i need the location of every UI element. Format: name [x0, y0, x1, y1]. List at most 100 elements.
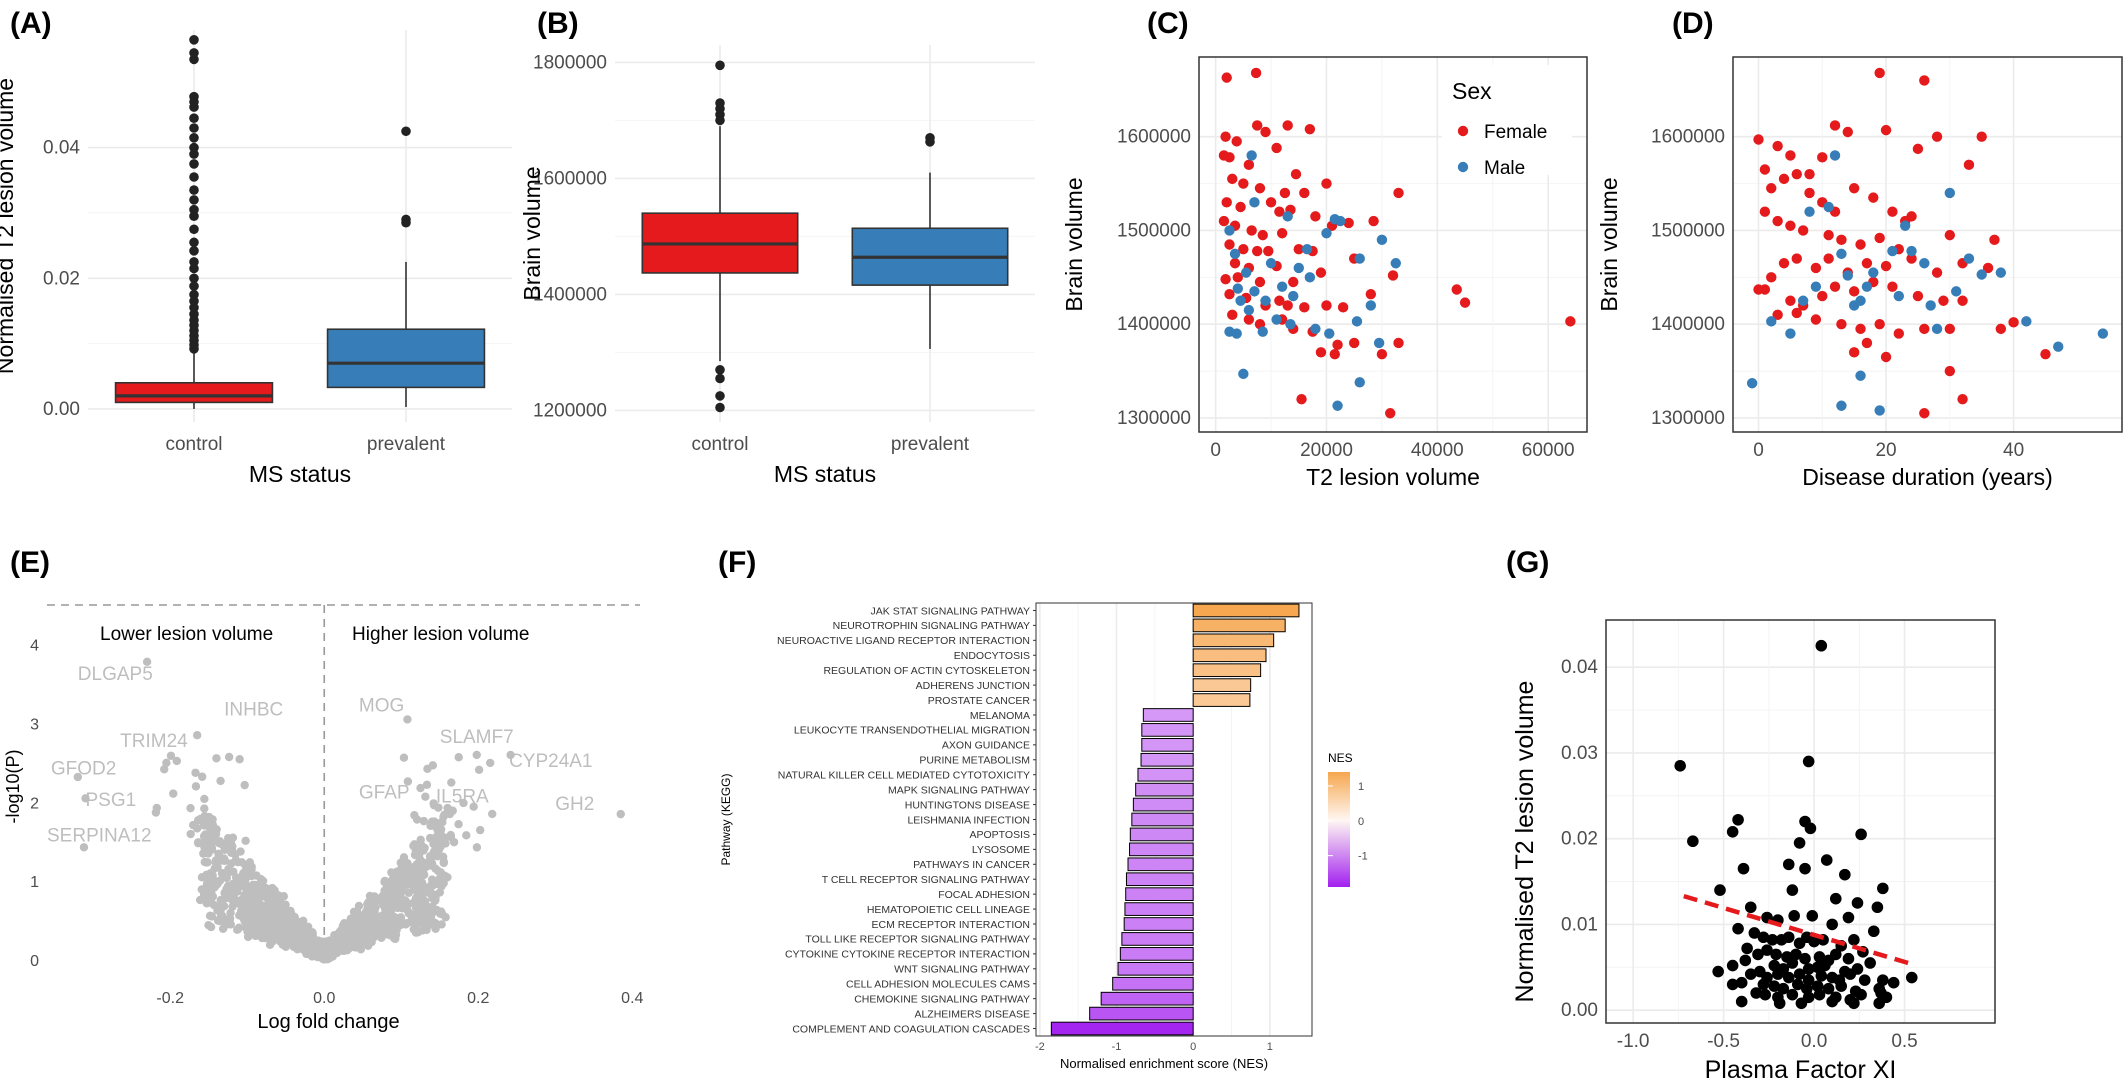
point-male [2097, 328, 2109, 339]
data-point [1905, 971, 1918, 984]
point-female [1874, 232, 1885, 244]
x-tick-label: 0.0 [1801, 1031, 1827, 1052]
data-point [1726, 959, 1739, 972]
volcano-point [405, 877, 414, 886]
data-point [1744, 901, 1757, 914]
y-tick-label: 0.00 [1561, 1000, 1598, 1021]
pathway-label: ECM RECEPTOR INTERACTION [872, 919, 1030, 931]
data-point [1793, 968, 1806, 980]
point-female [1887, 206, 1898, 217]
point-male [1390, 258, 1401, 269]
y-axis-title: -log10(P) [3, 749, 23, 823]
point-male [1919, 258, 1930, 269]
data-point [1782, 931, 1795, 944]
volcano-point [186, 829, 195, 839]
volcano-point [443, 873, 452, 882]
point-female [1772, 309, 1783, 321]
point-female [1224, 239, 1235, 250]
data-point [1826, 995, 1838, 1008]
outlier-point [715, 373, 725, 384]
point-male [1293, 262, 1304, 274]
labeled-point [616, 809, 625, 819]
volcano-point [403, 777, 413, 786]
volcano-point [475, 825, 485, 835]
volcano-point [454, 820, 463, 829]
point-female [1224, 288, 1235, 300]
pathway-bar [1124, 902, 1194, 916]
labeled-point [472, 750, 481, 760]
volcano-point [412, 886, 421, 896]
volcano-point [220, 901, 229, 911]
volcano-point [435, 819, 444, 828]
point-female [1874, 318, 1885, 330]
point-female [1976, 131, 1987, 142]
volcano-point [151, 808, 161, 817]
data-point [1808, 935, 1820, 948]
gene-label: SERPINA12 [47, 826, 152, 847]
data-point [1815, 639, 1828, 652]
point-male [1893, 290, 1905, 302]
point-female [1855, 323, 1866, 335]
point-female [1393, 337, 1404, 349]
point-male [1906, 245, 1917, 257]
data-point [1802, 963, 1815, 975]
point-female [1299, 302, 1310, 313]
volcano-point [431, 893, 440, 902]
point-female [1861, 337, 1873, 349]
legend-tick-label: -1 [1358, 851, 1368, 863]
volcano-point [413, 919, 423, 928]
data-point [1773, 997, 1786, 1010]
data-point [1799, 862, 1811, 875]
data-point [1829, 892, 1842, 905]
pathway-label: APOPTOSIS [970, 829, 1031, 841]
pathway-label: NATURAL KILLER CELL MEDIATED CYTOTOXICIT… [778, 770, 1030, 782]
outlier-point [189, 237, 199, 248]
gene-label: INHBC [224, 699, 283, 720]
labeled-point [81, 794, 90, 803]
data-point [1848, 997, 1860, 1010]
volcano-point [422, 780, 432, 790]
volcano-point [394, 892, 403, 901]
point-female [1274, 295, 1285, 306]
data-point [1786, 884, 1799, 896]
volcano-point [210, 901, 219, 910]
point-male [2021, 316, 2032, 327]
point-female [1938, 295, 1949, 306]
data-point [1877, 882, 1889, 895]
data-point [1826, 918, 1838, 931]
y-tick-label: 0.04 [43, 138, 80, 159]
point-male [1976, 269, 1987, 280]
volcano-point [376, 922, 386, 931]
data-point [1735, 976, 1748, 989]
volcano-point [409, 841, 418, 851]
data-point [1813, 951, 1826, 963]
point-female [1963, 159, 1975, 171]
volcano-point [418, 890, 428, 899]
point-male [2053, 341, 2064, 352]
pathway-label: CHEMOKINE SIGNALING PATHWAY [854, 993, 1030, 1005]
pathway-bar [1137, 767, 1194, 782]
point-male [1282, 211, 1293, 222]
point-male [1265, 258, 1277, 269]
point-female [1778, 258, 1790, 269]
panel-label-f: (F) [718, 546, 756, 579]
point-male [1240, 267, 1252, 278]
point-male [1899, 220, 1911, 231]
volcano-point [372, 930, 381, 940]
data-point [1873, 997, 1886, 1010]
volcano-point [436, 877, 445, 886]
volcano-point [193, 838, 203, 848]
point-male [1829, 150, 1841, 161]
data-point [1802, 755, 1815, 768]
point-female [1231, 136, 1242, 147]
volcano-point [385, 917, 394, 927]
pathway-label: NEUROTROPHIN SIGNALING PATHWAY [833, 620, 1030, 632]
plot-frame [1732, 56, 2123, 433]
outlier-point [189, 91, 199, 102]
pathway-bar [1089, 1006, 1194, 1021]
volcano-point [399, 753, 409, 762]
volcano-point [270, 886, 279, 895]
point-male [1224, 225, 1235, 236]
y-tick-label: 0.02 [43, 268, 80, 289]
volcano-point [230, 894, 239, 904]
